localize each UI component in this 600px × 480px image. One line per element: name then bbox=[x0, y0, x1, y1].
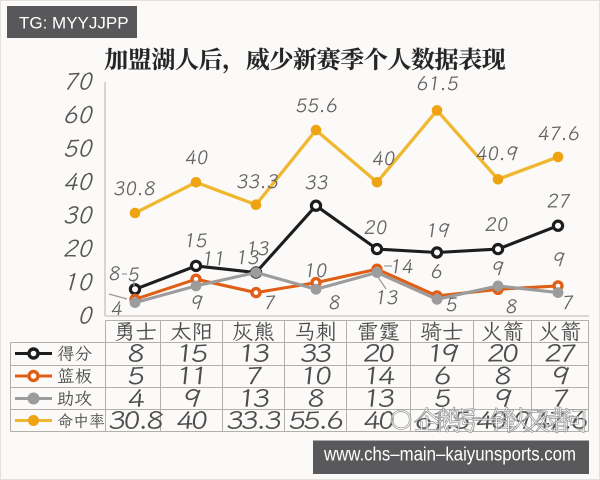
svg-text:TG: MYYJJPP: TG: MYYJJPP bbox=[19, 14, 129, 33]
svg-text:www.chs–main–kaiyunsports.com: www.chs–main–kaiyunsports.com bbox=[323, 445, 576, 466]
